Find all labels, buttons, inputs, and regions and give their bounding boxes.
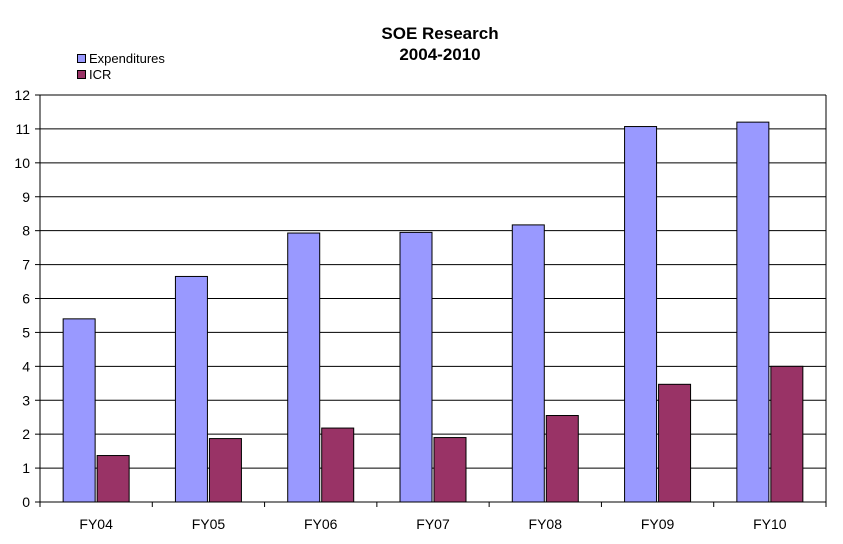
- bar-icr-fy06: [321, 427, 355, 503]
- y-tick-label: 0: [22, 494, 30, 510]
- bar-expenditures-fy05: [174, 275, 208, 503]
- legend-label-icr: ICR: [89, 66, 112, 82]
- bar-icr-fy09: [658, 383, 692, 503]
- y-tick-label: 9: [22, 189, 30, 205]
- bar-icr-fy05: [208, 438, 242, 503]
- bar-icr-fy07: [433, 437, 467, 503]
- bar-icr-fy08: [545, 415, 579, 503]
- bar-expenditures-fy08: [511, 224, 545, 503]
- legend-label-expenditures: Expenditures: [89, 50, 165, 66]
- legend-item-icr: ICR: [77, 66, 165, 82]
- y-tick-label: 8: [22, 223, 30, 239]
- x-tick-label: FY06: [304, 516, 338, 532]
- y-tick-label: 10: [14, 155, 30, 171]
- chart-title: SOE Research: [381, 24, 499, 43]
- bar-icr-fy04: [96, 455, 130, 503]
- x-tick-label: FY05: [192, 516, 226, 532]
- bar-expenditures-fy07: [399, 231, 433, 503]
- bar-icr-fy10: [770, 365, 804, 503]
- y-tick-label: 7: [22, 257, 30, 273]
- y-tick-label: 3: [22, 392, 30, 408]
- bar-expenditures-fy09: [624, 126, 658, 503]
- legend-swatch-expenditures: [77, 53, 86, 63]
- bar-expenditures-fy04: [62, 318, 96, 503]
- legend-swatch-icr: [77, 69, 86, 79]
- y-tick-label: 5: [22, 324, 30, 340]
- bar-expenditures-fy06: [287, 232, 321, 503]
- y-tick-label: 6: [22, 291, 30, 307]
- bar-expenditures-fy10: [736, 121, 770, 503]
- y-tick-label: 11: [15, 121, 30, 137]
- x-tick-label: FY08: [529, 516, 563, 532]
- legend-item-expenditures: Expenditures: [77, 50, 165, 66]
- y-tick-label: 12: [14, 87, 30, 103]
- chart-subtitle: 2004-2010: [399, 45, 481, 64]
- y-tick-label: 4: [22, 358, 30, 374]
- x-tick-label: FY07: [416, 516, 450, 532]
- x-tick-label: FY04: [79, 516, 113, 532]
- x-tick-label: FY10: [753, 516, 787, 532]
- y-tick-label: 2: [22, 426, 30, 442]
- x-tick-label: FY09: [641, 516, 675, 532]
- y-tick-label: 1: [22, 460, 30, 476]
- legend: Expenditures ICR: [77, 50, 165, 82]
